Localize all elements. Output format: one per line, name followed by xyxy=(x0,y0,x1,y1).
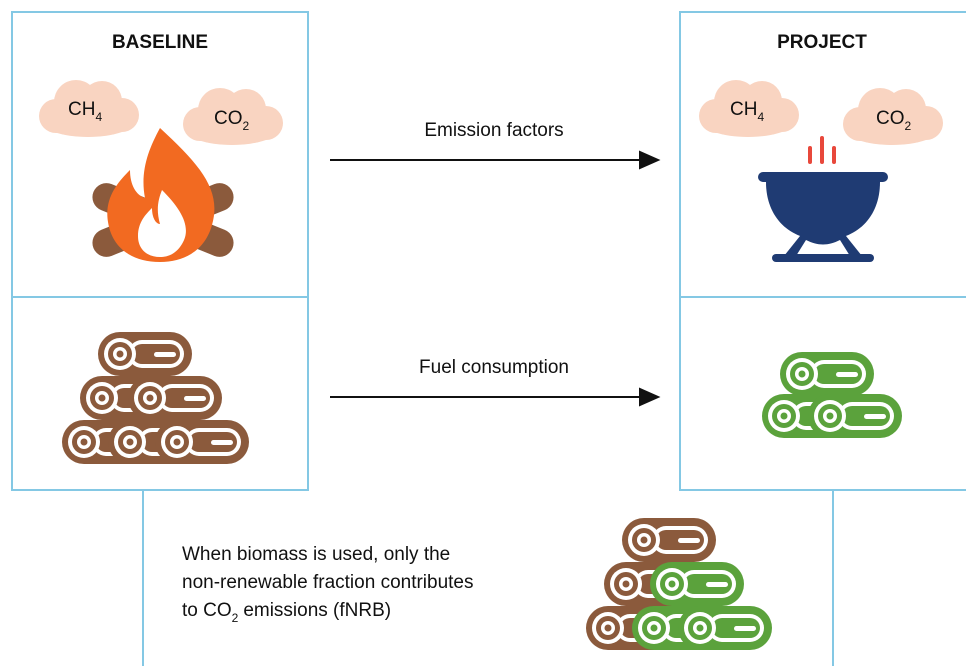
arrow-label: Emission factors xyxy=(424,120,563,141)
note-text: to CO xyxy=(182,600,232,621)
gas-subscript: 4 xyxy=(757,110,764,124)
arrow-label: Fuel consumption xyxy=(419,357,569,378)
cookstove-icon-part xyxy=(766,182,880,240)
mixed-logs-part xyxy=(678,606,772,650)
baseline-logs xyxy=(62,332,249,464)
arrows-part xyxy=(640,389,658,405)
cookstove-icon xyxy=(758,138,888,262)
diagram: BASELINE PROJECT CH4 CO2 CH4 CO2 Emissio… xyxy=(0,0,966,666)
project-logs-part xyxy=(808,394,902,438)
baseline-logs-part xyxy=(155,420,249,464)
gas-subscript: 2 xyxy=(905,119,912,133)
fire-icon xyxy=(88,128,238,262)
cookstove-icon-part xyxy=(772,254,874,262)
arrows-part xyxy=(640,152,658,168)
cookstove-icon-part xyxy=(758,172,888,182)
note-line: to CO2 emissions (fNRB) xyxy=(182,600,391,625)
project-logs-part xyxy=(780,352,874,396)
gas-formula: CO xyxy=(214,108,243,129)
gas-formula: CH xyxy=(730,99,757,120)
gas-subscript: 2 xyxy=(243,119,250,133)
note-text: emissions (fNRB) xyxy=(243,600,391,621)
baseline-title: BASELINE xyxy=(112,32,208,53)
baseline-logs-part xyxy=(98,332,192,376)
gas-subscript: 4 xyxy=(95,110,102,124)
mixed-logs-part xyxy=(650,562,744,606)
project-logs xyxy=(762,352,902,438)
gas-formula: CH xyxy=(68,99,95,120)
note-line: When biomass is used, only the xyxy=(182,544,450,565)
baseline-logs-part xyxy=(128,376,222,420)
note-subscript: 2 xyxy=(232,611,239,625)
project-title: PROJECT xyxy=(777,32,867,53)
page: BASELINE PROJECT CH4 CO2 CH4 CO2 Emissio… xyxy=(0,0,966,666)
cookstove-icon-part xyxy=(810,138,834,162)
mixed-logs xyxy=(586,518,772,650)
mixed-logs-part xyxy=(622,518,716,562)
gas-formula: CO xyxy=(876,108,905,129)
note-line: non-renewable fraction contributes xyxy=(182,572,474,593)
